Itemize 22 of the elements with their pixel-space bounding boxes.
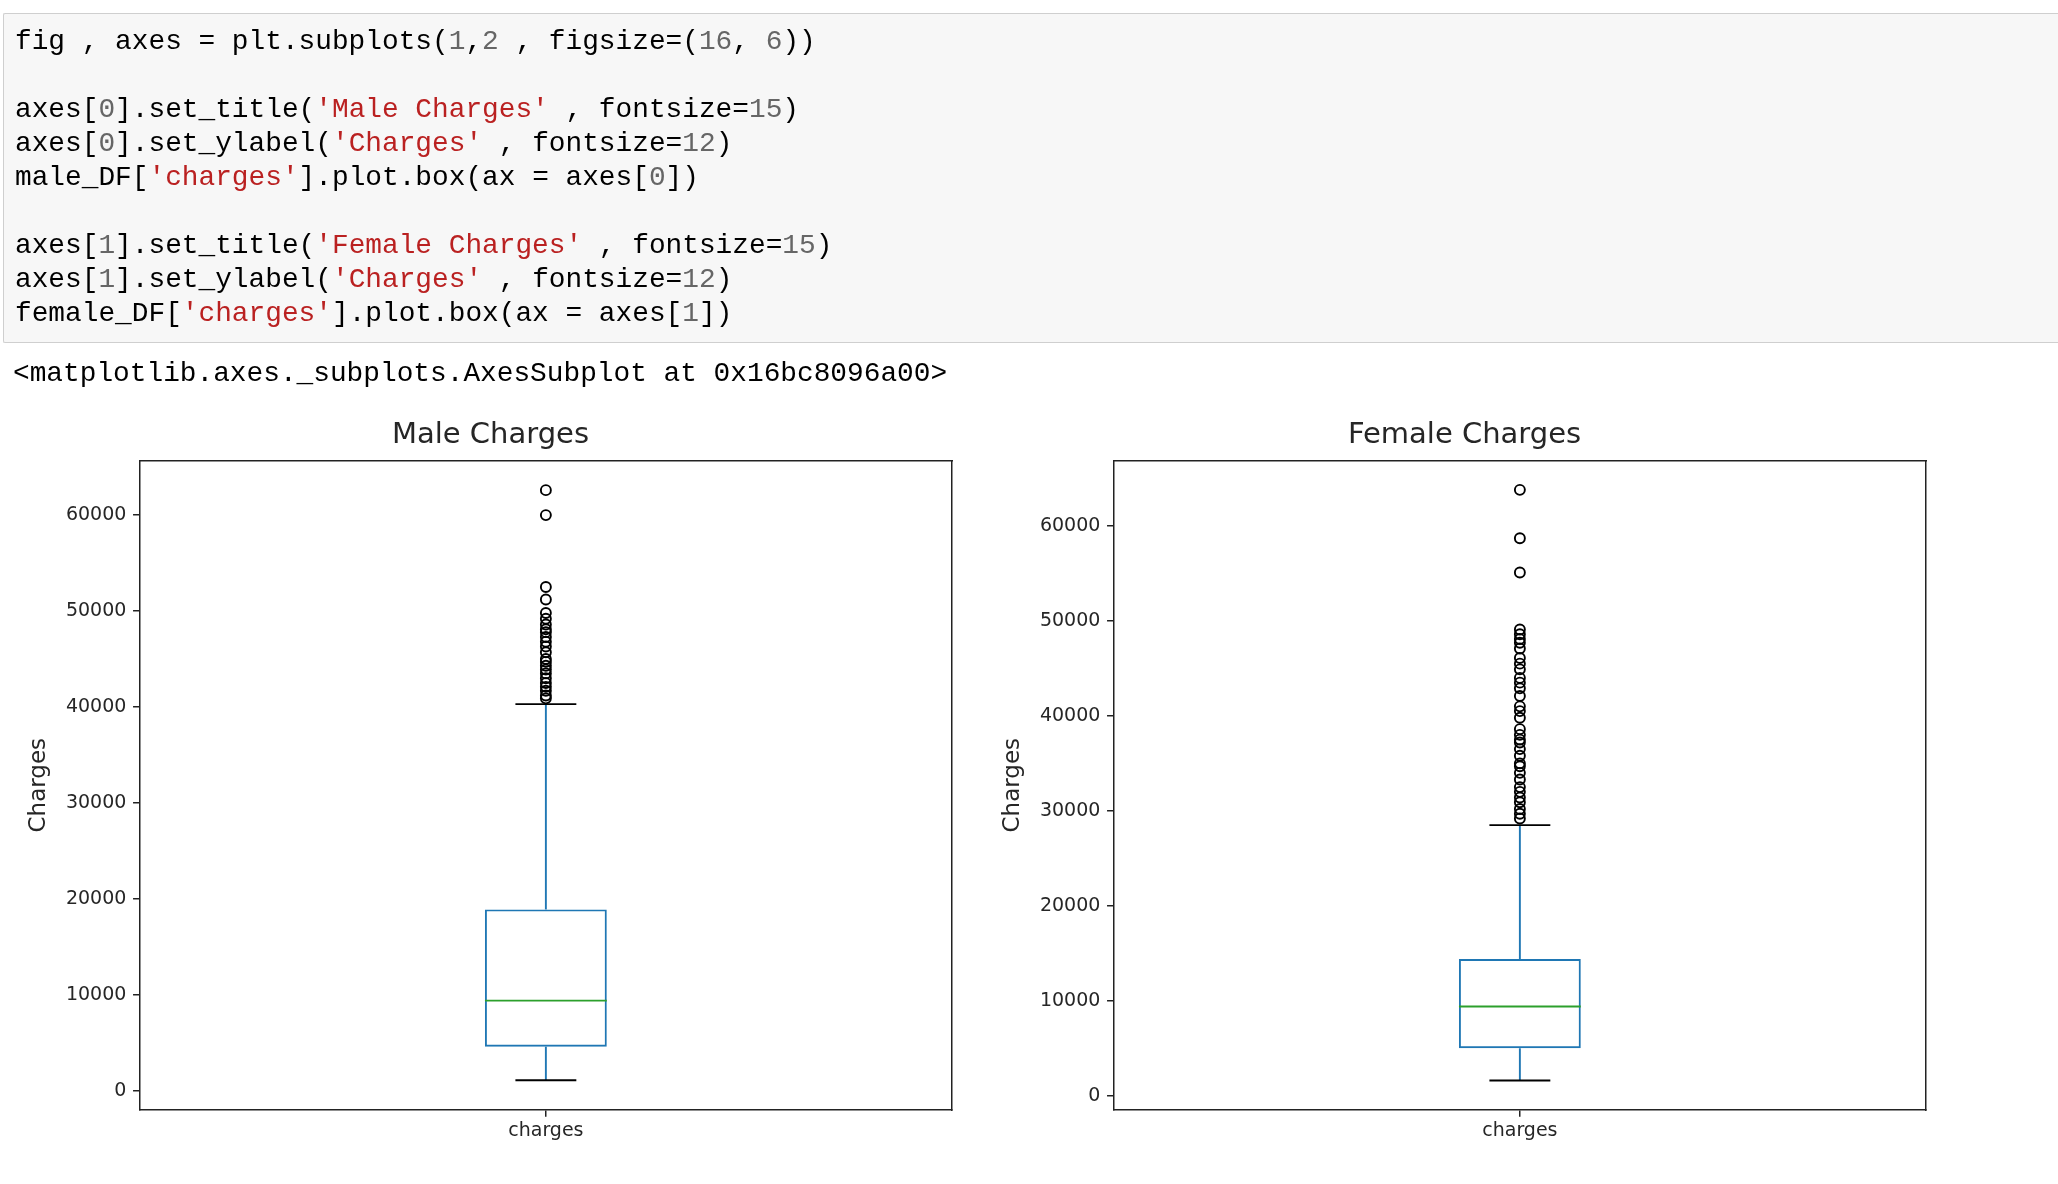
x-tick-label: charges bbox=[1482, 1118, 1558, 1141]
y-tick-label: 10000 bbox=[1039, 987, 1101, 1010]
y-tick-label: 40000 bbox=[1039, 702, 1101, 725]
y-tick-label: 0 bbox=[1088, 1082, 1101, 1105]
y-tick-label: 40000 bbox=[65, 693, 127, 716]
y-axis-title: Charges bbox=[997, 737, 1024, 833]
y-tick-label: 60000 bbox=[65, 502, 127, 525]
y-tick-label: 50000 bbox=[1039, 607, 1101, 630]
x-tick-label: charges bbox=[508, 1118, 584, 1141]
y-axis-title: Charges bbox=[23, 737, 50, 833]
chart-title: Female Charges bbox=[1347, 415, 1582, 450]
code-cell: fig , axes = plt.subplots(1,2 , figsize=(16, 6)) axes[0].set_title('Male Charges' , fontsize=15) axes[0].set_ylabel('Charges' , fontsize=12) male_DF['charges'].plot.box(ax = axes[0]) axes[1].set_title('Female Charges' , fontsize=15) axes[1].set_ylabel('Charges' , fontsize=12) female_DF['charges'].plot.box(ax = axes[1]) bbox=[3, 13, 2058, 343]
y-tick-label: 10000 bbox=[65, 981, 127, 1004]
y-tick-label: 60000 bbox=[1039, 512, 1101, 535]
y-tick-label: 30000 bbox=[1039, 797, 1101, 820]
y-tick-label: 20000 bbox=[1039, 892, 1101, 915]
chart-title: Male Charges bbox=[391, 415, 590, 450]
text: <matplotlib.axes._subplots.AxesSubplot at 0x16bc8096a00> bbox=[13, 357, 948, 391]
y-tick-label: 30000 bbox=[65, 789, 127, 812]
y-tick-label: 0 bbox=[114, 1077, 127, 1100]
y-tick-label: 20000 bbox=[65, 885, 127, 908]
y-tick-label: 50000 bbox=[65, 597, 127, 620]
